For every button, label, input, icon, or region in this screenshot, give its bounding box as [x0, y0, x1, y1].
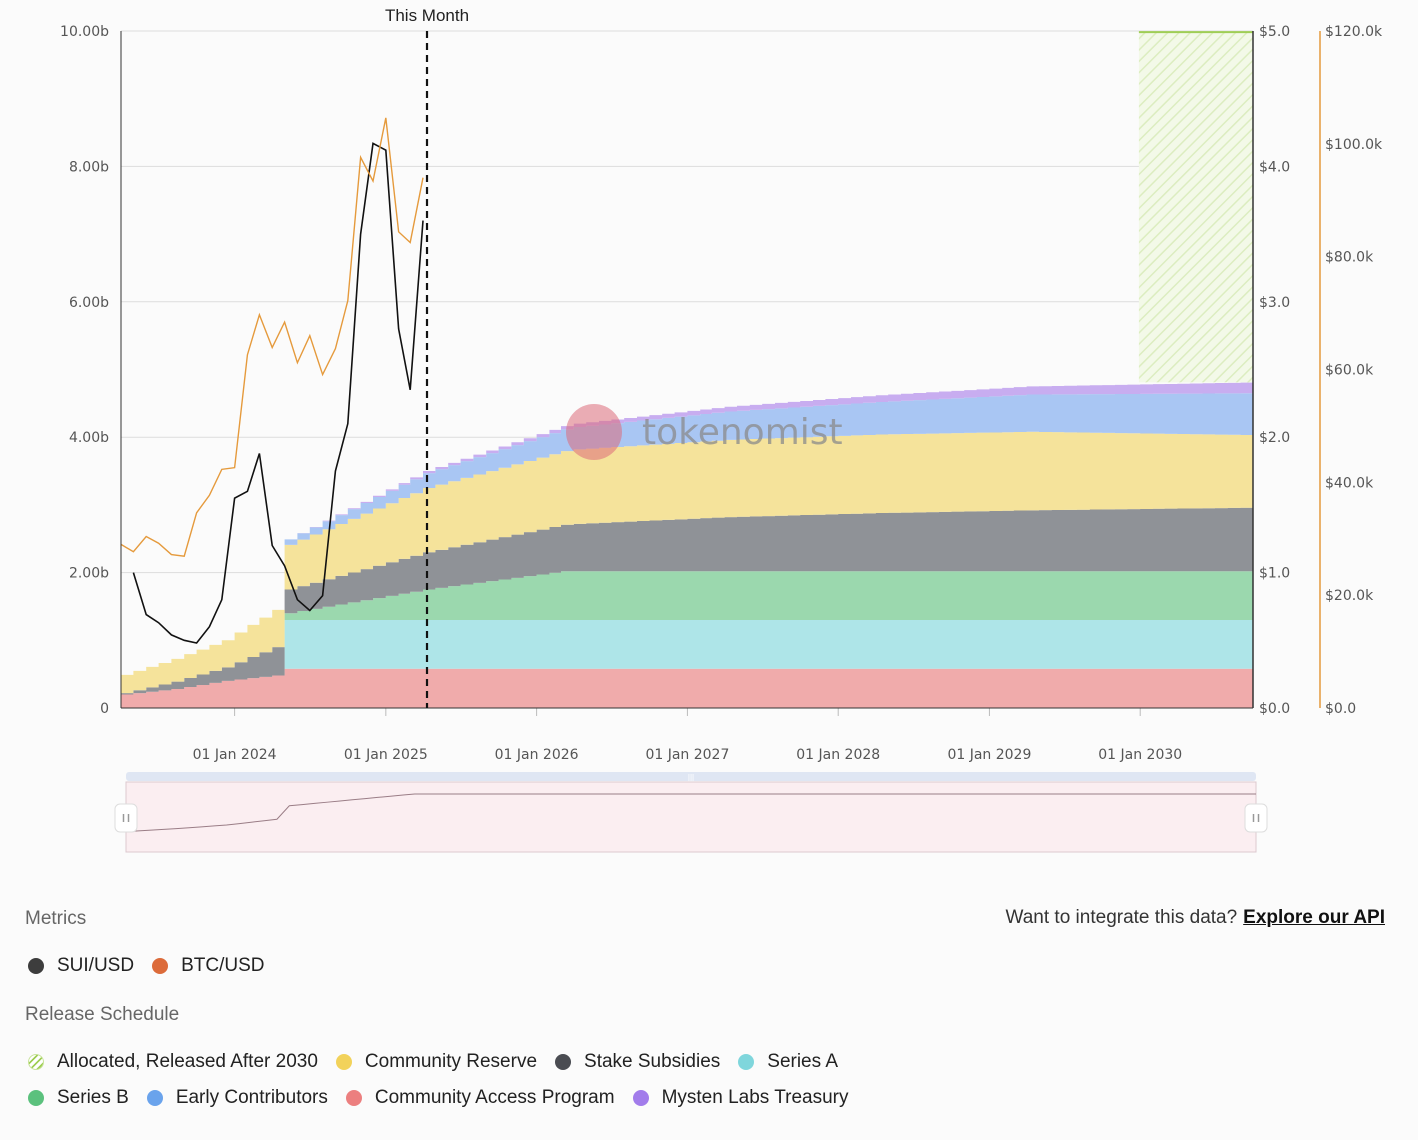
legend-community-access-program[interactable]: Community Access Program [345, 1087, 615, 1109]
legend-community-reserve[interactable]: Community Reserve [335, 1051, 538, 1073]
navigator-grip-icon[interactable]: ||| [688, 773, 694, 782]
btc-axis-tick-label: $60.0k [1325, 363, 1374, 379]
legend-mysten-labs-treasury[interactable]: Mysten Labs Treasury [632, 1087, 849, 1109]
price-axis-tick-label: $5.0 [1259, 24, 1290, 40]
price-axis-tick-label: $2.0 [1259, 430, 1290, 446]
this-month-label: This Month [385, 6, 469, 25]
area-early-contributors [121, 393, 1253, 675]
navigator-scrollbar[interactable] [126, 772, 1256, 781]
legend-series-a[interactable]: Series A [738, 1051, 838, 1073]
price-axis-tick-label: $0.0 [1259, 701, 1290, 717]
early-contributors-dot-icon [146, 1090, 163, 1106]
area-community-access-program [121, 668, 1253, 708]
left-axis-tick-label: 8.00b [69, 159, 109, 175]
navigator-window[interactable] [125, 781, 1257, 853]
legend-label: Community Access Program [374, 1087, 615, 1108]
area-allocated-released-after-2030 [1138, 32, 1253, 383]
x-axis-tick-label: 01 Jan 2026 [495, 747, 579, 763]
stake-subsidies-dot-icon [555, 1054, 572, 1070]
btc-axis-tick-label: $100.0k [1325, 137, 1383, 153]
left-axis-tick-label: 6.00b [69, 295, 109, 311]
btc-axis-tick-label: $80.0k [1325, 250, 1374, 266]
navigator-series-line [125, 793, 1256, 833]
line-sui-usd [132, 142, 424, 644]
release-legend-row-2: Series B Early Contributors Community Ac… [28, 1087, 866, 1109]
btc-axis-tick-label: $120.0k [1325, 24, 1383, 40]
community-reserve-dot-icon [335, 1054, 352, 1070]
area-community-reserve [121, 431, 1253, 694]
price-axis-tick-label: $1.0 [1259, 566, 1290, 582]
api-prompt-text: Want to integrate this data? [1005, 907, 1238, 928]
x-axis-tick-label: 01 Jan 2028 [796, 747, 880, 763]
legend-btc-usd[interactable]: BTC/USD [152, 955, 264, 977]
legend-sui-usd[interactable]: SUI/USD [28, 955, 134, 977]
legend-early-contributors[interactable]: Early Contributors [146, 1087, 328, 1109]
release-legend-row-1: Allocated, Released After 2030 Community… [28, 1051, 856, 1073]
metrics-title: Metrics [25, 908, 87, 929]
x-axis-tick-label: 01 Jan 2030 [1098, 747, 1182, 763]
explore-api-link[interactable]: Explore our API [1243, 907, 1385, 928]
left-axis-tick-label: 4.00b [69, 430, 109, 446]
legend-label: Allocated, Released After 2030 [57, 1051, 318, 1072]
price-axis-tick-label: $4.0 [1259, 159, 1290, 175]
community-access-program-dot-icon [345, 1090, 362, 1106]
series-a-dot-icon [738, 1054, 755, 1070]
legend-label: Community Reserve [364, 1051, 538, 1072]
sui-usd-dot-icon [28, 958, 44, 974]
legend-label: Stake Subsidies [584, 1051, 721, 1072]
hatched-dot-icon [28, 1054, 44, 1070]
left-axis-tick-label: 2.00b [69, 566, 109, 582]
x-axis-tick-label: 01 Jan 2027 [645, 747, 729, 763]
api-prompt-row: Want to integrate this data? Explore our … [1006, 907, 1385, 929]
legend-label: SUI/USD [57, 955, 135, 976]
mysten-labs-treasury-dot-icon [632, 1090, 649, 1106]
navigator-left-handle[interactable] [114, 803, 138, 833]
legend-label: Series B [57, 1087, 129, 1108]
metrics-legend: SUI/USD BTC/USD [28, 955, 282, 977]
series-b-dot-icon [28, 1090, 44, 1106]
watermark-text: tokenomist [642, 412, 843, 453]
legend-series-b[interactable]: Series B [28, 1087, 129, 1109]
x-axis-tick-label: 01 Jan 2029 [947, 747, 1031, 763]
x-axis-tick-label: 01 Jan 2025 [344, 747, 428, 763]
left-axis-tick-label: 0 [100, 701, 109, 717]
price-axis-tick-label: $3.0 [1259, 295, 1290, 311]
left-axis-tick-label: 10.00b [60, 24, 109, 40]
legend-allocated-after-2030[interactable]: Allocated, Released After 2030 [28, 1051, 318, 1073]
legend-label: Series A [767, 1051, 839, 1072]
area-series-b [121, 571, 1253, 695]
watermark-logo-icon [566, 404, 622, 460]
line-btc-usd [120, 117, 424, 558]
legend-label: Mysten Labs Treasury [661, 1087, 849, 1108]
release-schedule-title: Release Schedule [25, 1004, 180, 1025]
release-schedule-chart: tokenomist 0 2.00b 4.00b 6.00b 8.00b 10.00b $0… [60, 6, 1383, 853]
navigator-right-handle[interactable] [1244, 803, 1268, 833]
x-axis-tick-label: 01 Jan 2024 [193, 747, 277, 763]
legend-stake-subsidies[interactable]: Stake Subsidies [555, 1051, 720, 1073]
btc-usd-dot-icon [152, 958, 169, 974]
area-stake-subsidies [121, 507, 1253, 695]
legend-label: BTC/USD [181, 955, 265, 976]
legend-label: Early Contributors [175, 1087, 328, 1108]
btc-axis-tick-label: $40.0k [1325, 475, 1374, 491]
btc-axis-tick-label: $0.0 [1325, 701, 1356, 717]
area-series-a [121, 619, 1253, 695]
btc-axis-tick-label: $20.0k [1325, 588, 1374, 604]
